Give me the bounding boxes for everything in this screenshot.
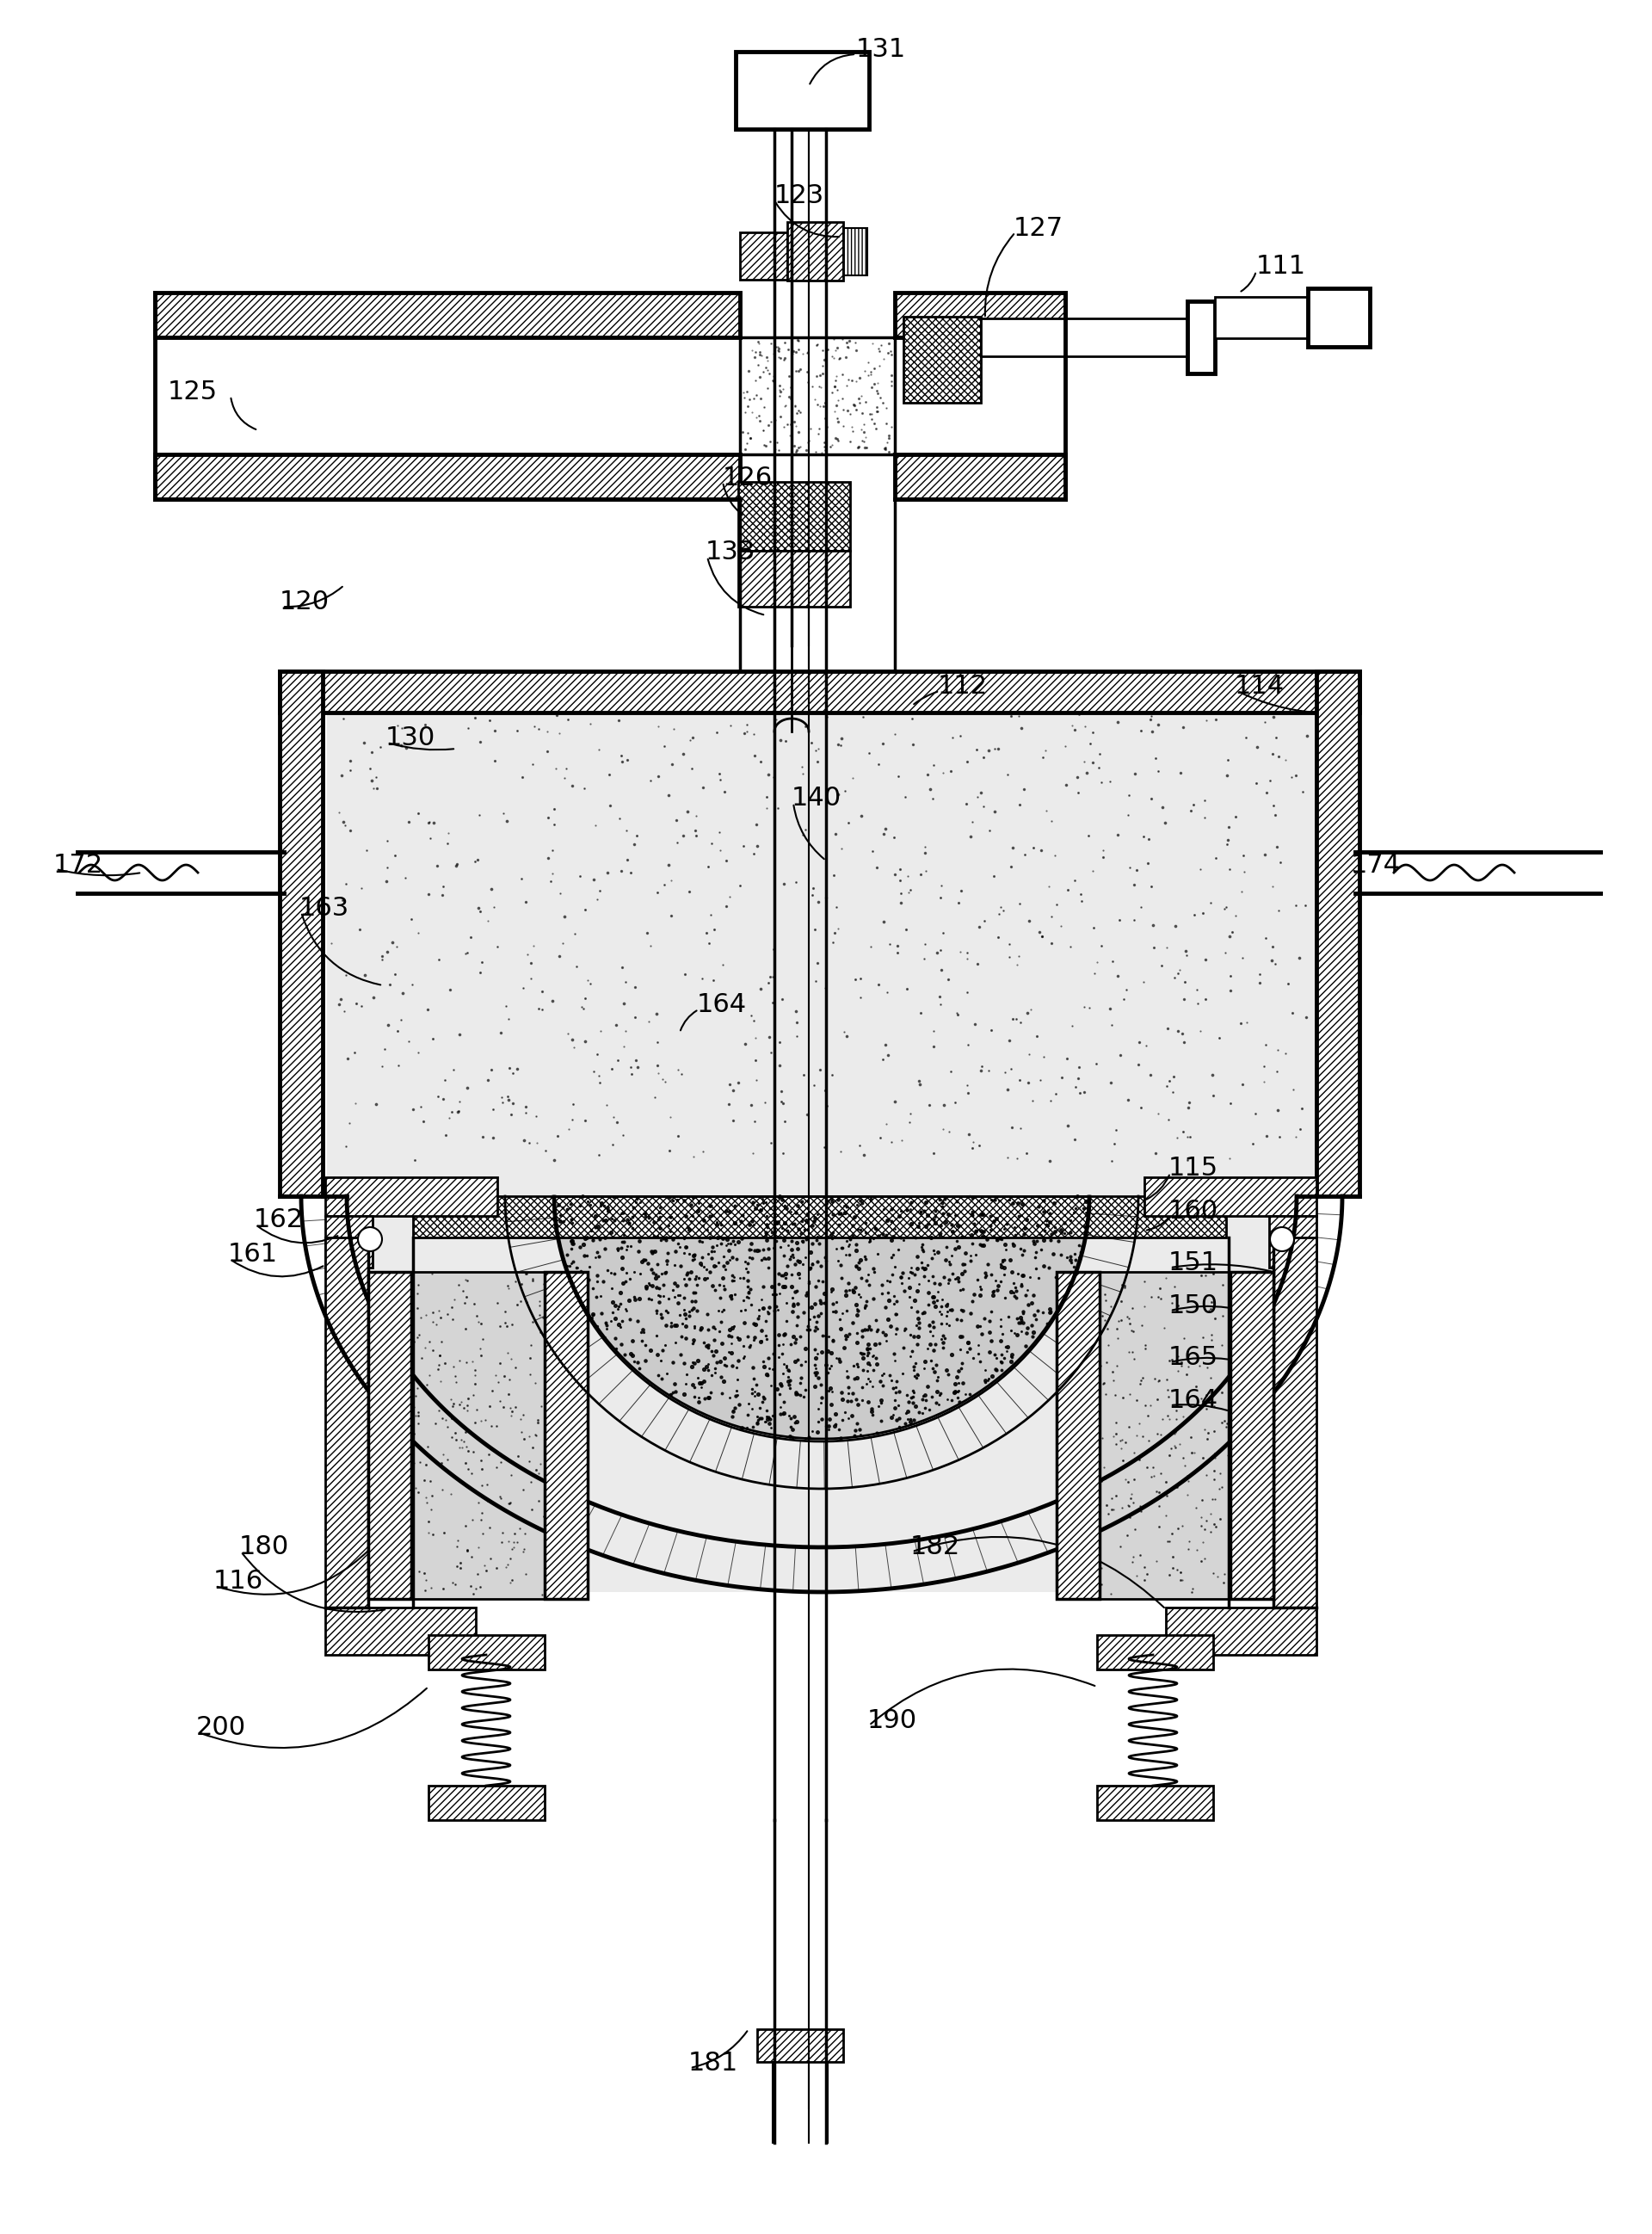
Text: 115: 115 [1168, 1157, 1219, 1182]
Text: 140: 140 [791, 786, 841, 811]
Bar [428, 1635, 545, 1669]
Bar [738, 483, 851, 552]
Bar [155, 454, 740, 498]
Bar [1097, 1785, 1213, 1821]
Text: 160: 160 [1168, 1200, 1219, 1224]
Text: 111: 111 [1256, 255, 1307, 279]
Bar [368, 1271, 588, 1600]
Bar [325, 1177, 497, 1215]
Text: 174: 174 [1351, 853, 1401, 878]
Text: 125: 125 [169, 380, 218, 404]
Text: 133: 133 [705, 541, 755, 565]
Bar [1214, 297, 1335, 337]
Bar [735, 51, 869, 130]
Bar [1269, 1215, 1317, 1267]
Bar [279, 670, 1360, 713]
Bar [895, 293, 1066, 337]
Bar [1317, 670, 1360, 1195]
Text: 112: 112 [938, 675, 988, 699]
Text: 150: 150 [1168, 1293, 1219, 1318]
Bar [327, 704, 1317, 1593]
Bar [904, 317, 981, 402]
Bar [1145, 1177, 1317, 1215]
Bar [757, 2028, 843, 2062]
Text: 151: 151 [1168, 1251, 1219, 1276]
Text: 114: 114 [1234, 675, 1285, 699]
Bar [895, 454, 1066, 498]
Polygon shape [555, 1195, 1089, 1439]
Text: 172: 172 [53, 853, 104, 878]
Bar [1057, 1271, 1100, 1600]
Bar [325, 1215, 373, 1267]
Text: 190: 190 [867, 1709, 917, 1734]
Bar [740, 232, 788, 279]
Text: 164: 164 [1168, 1390, 1219, 1414]
Bar [368, 1271, 411, 1600]
Bar [325, 1608, 476, 1655]
Text: 163: 163 [299, 896, 350, 920]
Bar [1308, 288, 1370, 346]
Text: 200: 200 [197, 1716, 246, 1740]
Bar [413, 1195, 1226, 1238]
Text: 116: 116 [213, 1568, 263, 1595]
Text: 161: 161 [228, 1242, 278, 1267]
Bar [155, 293, 740, 337]
Bar [1231, 1271, 1274, 1600]
Bar [1097, 1635, 1213, 1669]
Text: 131: 131 [856, 38, 907, 63]
Text: 123: 123 [775, 183, 824, 208]
Text: 165: 165 [1168, 1345, 1219, 1369]
Text: 120: 120 [279, 590, 330, 614]
Bar [1274, 1238, 1317, 1608]
Text: 126: 126 [724, 465, 773, 489]
Text: 162: 162 [254, 1209, 304, 1233]
Text: 182: 182 [910, 1535, 960, 1559]
Circle shape [1270, 1226, 1294, 1251]
Bar [738, 552, 851, 608]
Text: 164: 164 [697, 992, 747, 1019]
Bar [843, 228, 867, 275]
Bar [788, 221, 843, 281]
Text: 130: 130 [385, 726, 436, 751]
Bar [1166, 1608, 1317, 1655]
Text: 181: 181 [689, 2051, 738, 2075]
Text: 180: 180 [240, 1535, 289, 1559]
Bar [325, 1238, 368, 1608]
Bar [1188, 302, 1214, 373]
Bar [545, 1271, 588, 1600]
Circle shape [358, 1226, 382, 1251]
Bar [981, 319, 1188, 355]
Bar [1057, 1271, 1274, 1600]
Bar [279, 670, 322, 1195]
Text: 127: 127 [1014, 214, 1064, 241]
Bar [428, 1785, 545, 1821]
